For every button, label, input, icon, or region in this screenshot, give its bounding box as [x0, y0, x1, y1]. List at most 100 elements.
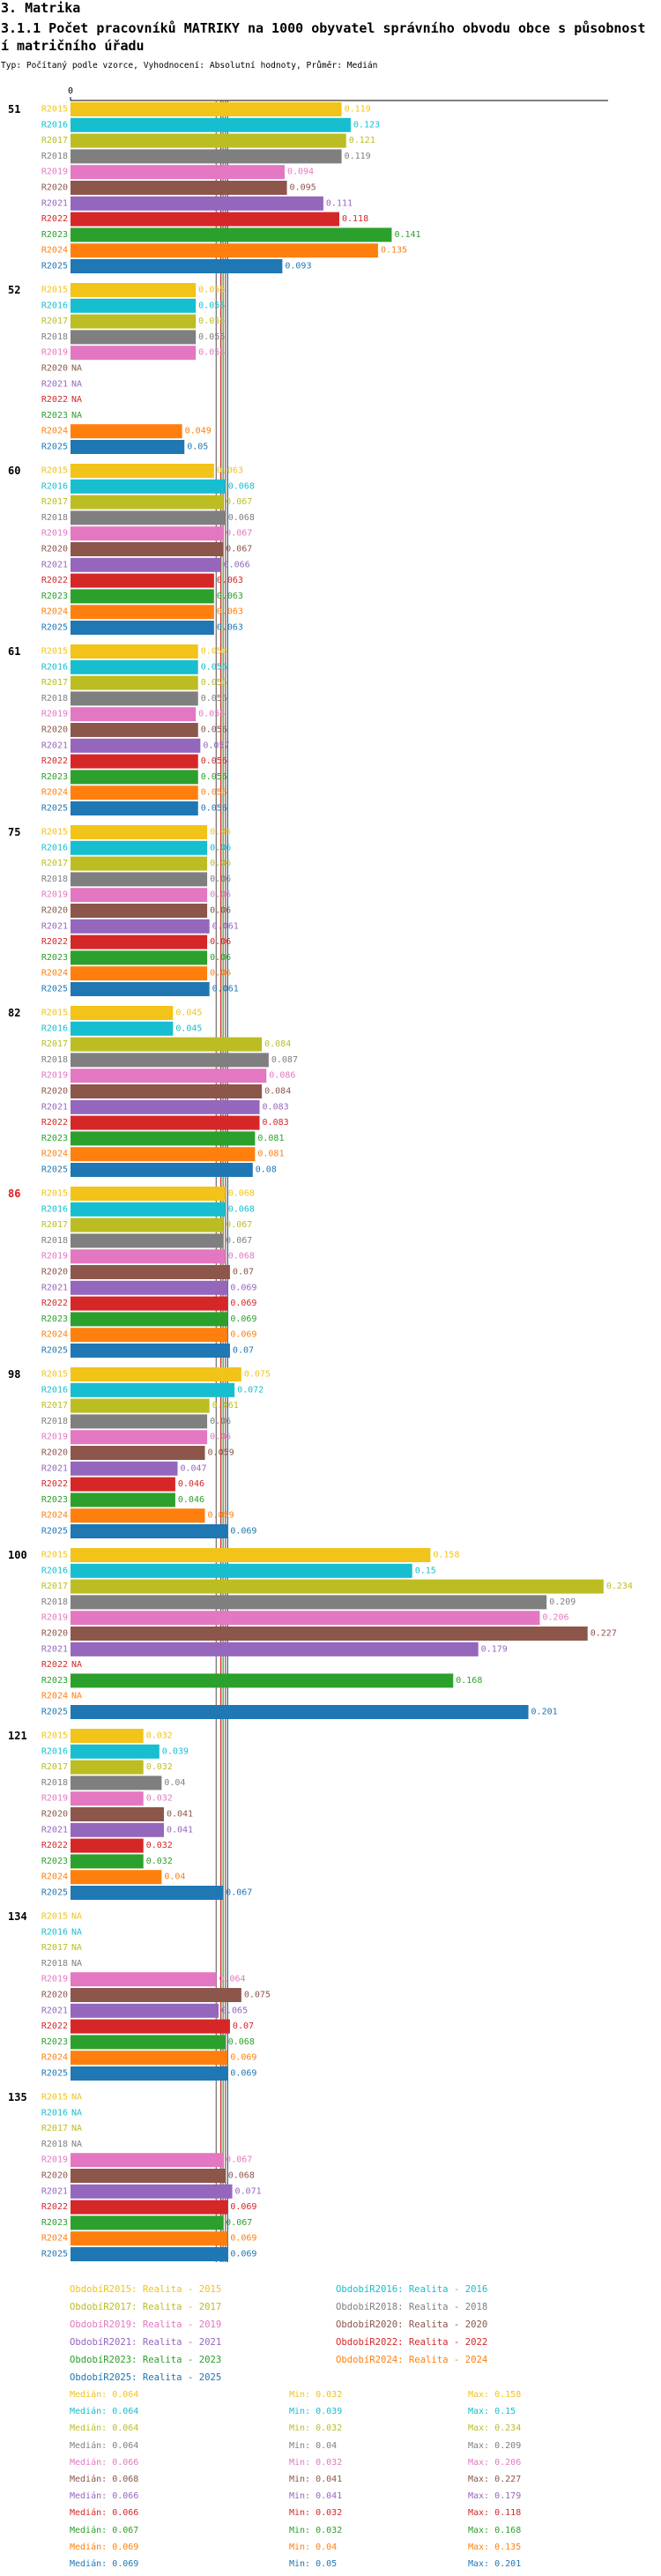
stat-max-value: 0.206: [494, 2457, 522, 2468]
row-label: R2025: [41, 985, 68, 994]
value-label: 0.06: [210, 890, 231, 900]
row-label: R2015: [41, 1370, 68, 1380]
bar: [71, 1886, 224, 1900]
value-label: 0.06: [210, 828, 231, 838]
stat-median: Medián: 0.067: [70, 2525, 138, 2537]
group-label: 51: [8, 103, 20, 115]
value-label: 0.068: [228, 513, 255, 523]
bar: [71, 1627, 588, 1641]
value-label: 0.068: [228, 1252, 255, 1262]
row-label: R2020: [41, 1991, 68, 2000]
stat-median: Medián: 0.064: [70, 2440, 138, 2453]
stat-min-label: Min:: [289, 2558, 311, 2569]
row-label: R2015: [41, 1009, 68, 1018]
bar: [71, 1131, 256, 1146]
group-98: 98 R2015 0.075 R2016 0.072 R2017 0.061 R2018 0.0…: [8, 1367, 271, 1538]
bar: [71, 526, 224, 541]
value-label: 0.179: [481, 1644, 508, 1654]
na-label: NA: [71, 1927, 82, 1937]
row-label: R2019: [41, 1613, 68, 1623]
bar: [71, 1705, 529, 1719]
stat-median-label: Medián:: [70, 2440, 108, 2451]
bar: [71, 1988, 241, 2002]
row-label: R2019: [41, 1794, 68, 1804]
bar: [71, 1760, 144, 1775]
bar: [71, 1021, 174, 1036]
row-label: R2018: [41, 1959, 68, 1969]
row-label: R2019: [41, 710, 68, 719]
row-label: R2022: [41, 1299, 68, 1308]
legend-item: ObdobíR2019: Realita - 2019: [70, 2319, 222, 2330]
bar: [71, 1729, 144, 1743]
legend-item: ObdobíR2017: Realita - 2017: [70, 2302, 222, 2312]
value-label: 0.08: [256, 1165, 277, 1175]
row-label: R2021: [41, 1102, 68, 1112]
bar: [71, 495, 224, 510]
row-label: R2024: [41, 607, 68, 617]
bar: [71, 904, 208, 918]
bar: [71, 1744, 160, 1759]
value-label: 0.067: [226, 1236, 252, 1246]
value-label: 0.063: [217, 623, 243, 633]
row-label: R2024: [41, 1872, 68, 1882]
bar: [71, 1187, 226, 1201]
value-label: 0.061: [212, 921, 239, 931]
group-label: 86: [8, 1187, 20, 1200]
row-label: R2022: [41, 937, 68, 947]
row-label: R2025: [41, 2069, 68, 2079]
group-82: 82 R2015 0.045 R2016 0.045 R2017 0.084 R2018 0.0…: [8, 1006, 298, 1177]
value-label: 0.055: [198, 348, 225, 358]
bar: [71, 181, 287, 195]
value-label: 0.069: [230, 1527, 256, 1537]
value-label: 0.06: [210, 875, 231, 884]
stat-max-label: Max:: [468, 2390, 490, 2400]
stat-max: Max: 0.179: [468, 2490, 521, 2503]
stat-min: Min: 0.032: [289, 2457, 342, 2469]
value-label: 0.071: [235, 2186, 262, 2196]
value-label: 0.056: [201, 694, 227, 704]
value-label: 0.095: [290, 183, 316, 193]
chart-subtitle: Typ: Počítaný podle vzorce, Vyhodnocení:…: [1, 61, 378, 71]
stat-min-value: 0.04: [316, 2440, 338, 2451]
stat-max: Max: 0.227: [468, 2474, 521, 2486]
value-label: 0.039: [162, 1746, 189, 1756]
row-label: R2024: [41, 969, 68, 979]
bar-chart: 0 51 R2015 0.119 R2016 0.123 R2017 0.121 R2018 0.…: [8, 86, 633, 2262]
value-label: 0.063: [217, 592, 243, 601]
row-label: R2024: [41, 1511, 68, 1521]
stat-median-value: 0.069: [112, 2542, 139, 2552]
bar: [71, 212, 339, 227]
row-label: R2016: [41, 843, 68, 852]
bar: [71, 1115, 260, 1130]
bar: [71, 1265, 230, 1279]
value-label: 0.206: [542, 1613, 568, 1623]
stat-median-label: Medián:: [70, 2558, 108, 2569]
stat-min-label: Min:: [289, 2423, 311, 2434]
bar: [71, 1430, 208, 1445]
row-label: R2022: [41, 756, 68, 766]
value-label: 0.056: [201, 662, 227, 672]
value-label: 0.15: [415, 1566, 436, 1575]
stat-max-label: Max:: [468, 2407, 490, 2417]
value-label: 0.045: [175, 1024, 202, 1033]
value-label: 0.084: [264, 1087, 291, 1097]
value-label: 0.067: [226, 529, 252, 539]
row-label: R2023: [41, 1314, 68, 1324]
value-label: 0.061: [212, 985, 239, 994]
stat-median: Medián: 0.064: [70, 2406, 138, 2418]
value-label: 0.069: [230, 1283, 256, 1292]
bar: [71, 785, 198, 800]
group-label: 98: [8, 1368, 20, 1381]
stat-max-label: Max:: [468, 2508, 490, 2519]
value-label: 0.056: [201, 788, 227, 798]
x-tick-label: 0: [68, 86, 73, 96]
bar: [71, 117, 351, 132]
row-label: R2018: [41, 2140, 68, 2149]
value-label: 0.07: [233, 1268, 254, 1277]
value-label: 0.069: [230, 1299, 256, 1308]
bar: [71, 165, 285, 180]
bar: [71, 950, 208, 965]
value-label: 0.068: [228, 481, 255, 491]
legend-item: ObdobíR2024: Realita - 2024: [336, 2355, 488, 2365]
bar: [71, 1398, 210, 1413]
